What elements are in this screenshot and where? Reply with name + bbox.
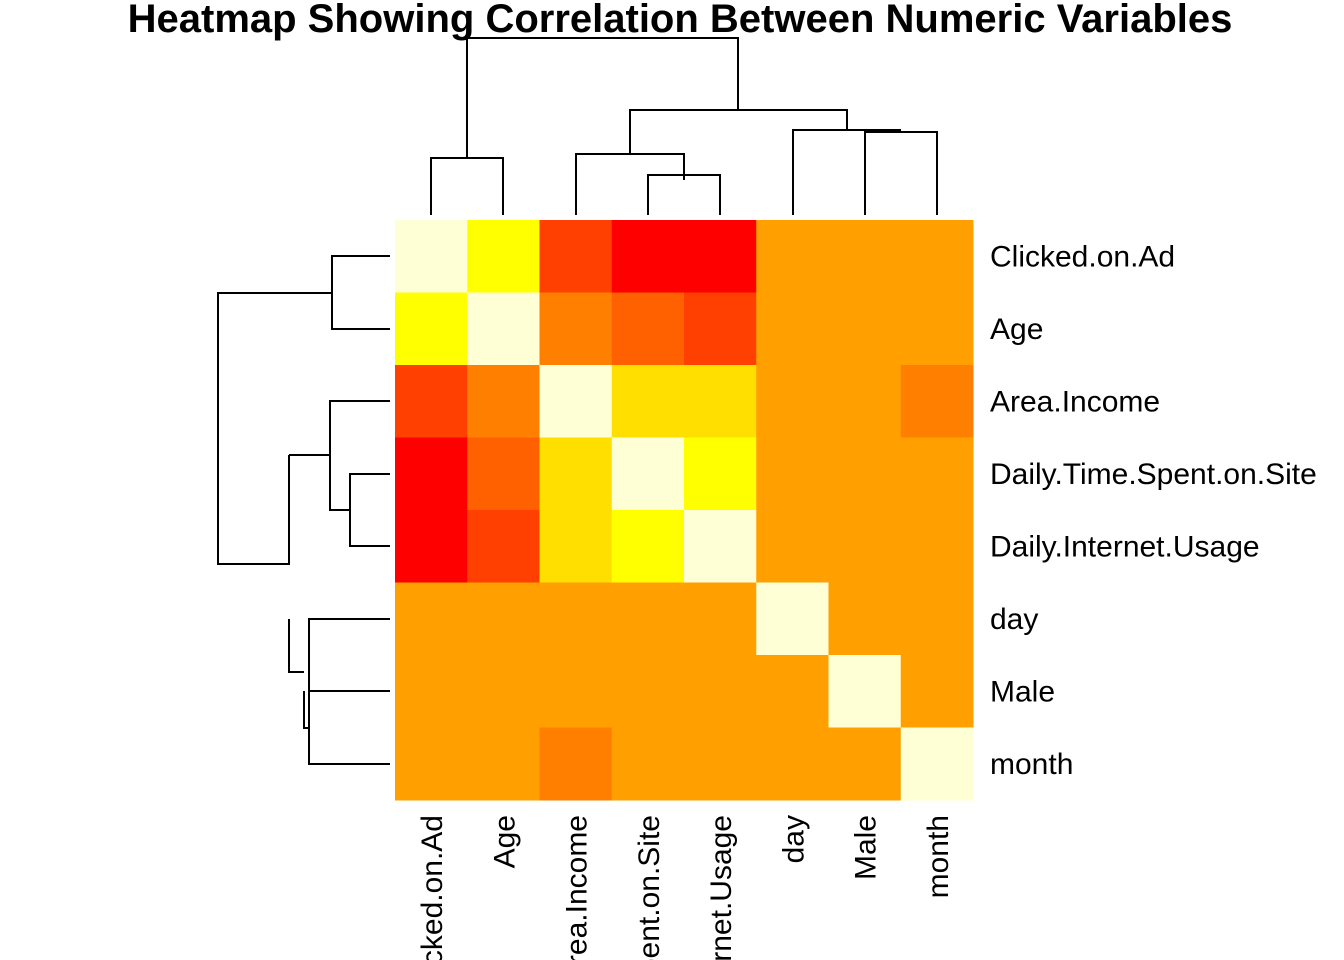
heatmap-cell: [395, 582, 468, 656]
row-label: Daily.Time.Spent.on.Site: [990, 458, 1317, 491]
column-label: Area.Income: [561, 815, 594, 960]
heatmap-cell: [539, 655, 613, 728]
heatmap-cell: [539, 727, 613, 801]
heatmap-cell: [684, 655, 757, 728]
heatmap-cell: [828, 510, 902, 583]
heatmap-cell: [539, 510, 613, 583]
heatmap-cell: [756, 292, 829, 366]
heatmap-cell: [900, 582, 974, 656]
row-label: Daily.Internet.Usage: [990, 530, 1260, 563]
heatmap-cell: [467, 655, 540, 728]
heatmap-cell: [900, 510, 974, 583]
row-label: Age: [990, 313, 1043, 346]
heatmap-cell: [684, 292, 757, 366]
heatmap-cell: [467, 365, 540, 438]
heatmap-cell: [828, 655, 902, 728]
heatmap-cell: [756, 582, 829, 656]
heatmap-cell: [756, 365, 829, 438]
heatmap-cell: [756, 437, 829, 511]
heatmap-cell: [395, 655, 468, 728]
row-label: Area.Income: [990, 385, 1160, 418]
heatmap-cell: [900, 437, 974, 511]
heatmap-cell: [395, 365, 468, 438]
column-label: Clicked.on.Ad: [416, 815, 449, 960]
heatmap-cell: [395, 437, 468, 511]
heatmap-cell: [467, 292, 540, 366]
heatmap-cell: [539, 365, 613, 438]
heatmap-cell: [684, 582, 757, 656]
column-label: day: [777, 815, 810, 863]
heatmap-cell: [611, 655, 685, 728]
heatmap-cell: [756, 727, 829, 801]
heatmap-cell: [828, 365, 902, 438]
heatmap-cell: [467, 582, 540, 656]
heatmap-cell: [395, 510, 468, 583]
heatmap-cell: [467, 510, 540, 583]
column-label: Daily.Time.Spent.on.Site: [633, 815, 666, 960]
heatmap-cell: [684, 437, 757, 511]
column-label: Age: [488, 815, 521, 868]
row-label: Male: [990, 675, 1055, 708]
heatmap-cell: [900, 365, 974, 438]
heatmap-cell: [611, 582, 685, 656]
heatmap-cell: [539, 437, 613, 511]
heatmap-cell: [611, 220, 685, 293]
column-label: month: [922, 815, 955, 898]
heatmap-cell: [684, 365, 757, 438]
column-label: Male: [850, 815, 883, 880]
heatmap-cell: [611, 365, 685, 438]
heatmap-cell: [828, 437, 902, 511]
heatmap-cell: [395, 292, 468, 366]
heatmap-cell: [900, 292, 974, 366]
heatmap-cell: [539, 220, 613, 293]
heatmap-cell: [611, 510, 685, 583]
heatmap-cell: [828, 727, 902, 801]
heatmap-cell: [756, 655, 829, 728]
heatmap-cell: [395, 727, 468, 801]
heatmap-cell: [539, 292, 613, 366]
heatmap-cell: [684, 220, 757, 293]
heatmap-cell: [467, 220, 540, 293]
heatmap-cell: [900, 220, 974, 293]
heatmap-cell: [900, 655, 974, 728]
heatmap-cell: [756, 220, 829, 293]
heatmap-cell: [395, 220, 468, 293]
column-dendrogram: [430, 37, 938, 215]
heatmap-cell: [828, 292, 902, 366]
row-label: Clicked.on.Ad: [990, 240, 1175, 273]
column-label: Daily.Internet.Usage: [705, 815, 738, 960]
heatmap-cell: [756, 510, 829, 583]
heatmap-cell: [828, 582, 902, 656]
heatmap-cell: [611, 437, 685, 511]
heatmap-cell: [611, 727, 685, 801]
row-label: month: [990, 748, 1073, 781]
heatmap-cell: [467, 437, 540, 511]
heatmap-cell: [467, 727, 540, 801]
heatmap-cell: [539, 582, 613, 656]
chart-title: Heatmap Showing Correlation Between Nume…: [128, 0, 1233, 41]
heatmap-cell: [828, 220, 902, 293]
row-label: day: [990, 603, 1038, 636]
heatmap-cell: [684, 510, 757, 583]
heatmap-cell: [611, 292, 685, 366]
row-dendrogram: [217, 255, 390, 765]
heatmap-cell: [684, 727, 757, 801]
heatmap-cell: [900, 727, 974, 801]
